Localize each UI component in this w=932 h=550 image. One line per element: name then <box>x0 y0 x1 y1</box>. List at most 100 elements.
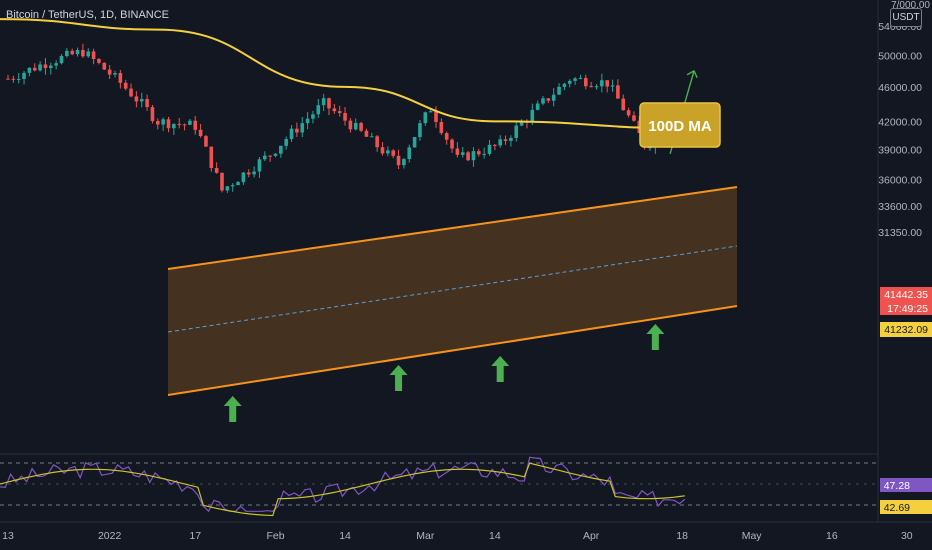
currency-unit-button[interactable]: USDT <box>890 8 922 27</box>
candle <box>300 117 305 138</box>
time-tick-label: Mar <box>416 530 435 542</box>
candle <box>316 99 321 118</box>
time-tick-label: May <box>742 530 763 542</box>
candle-body <box>530 109 535 122</box>
candle-body <box>75 50 80 55</box>
candle-body <box>460 152 465 155</box>
rsi-value-label: 47.28 <box>884 480 910 492</box>
chart-title: Bitcoin / TetherUS, 1D, BINANCE <box>6 9 170 21</box>
candle-body <box>263 155 267 160</box>
price-tick-label: 46000.00 <box>878 82 922 94</box>
candle <box>396 149 401 170</box>
candle <box>38 61 42 72</box>
candle <box>584 74 588 90</box>
candle <box>81 43 85 58</box>
candle-body <box>498 139 502 146</box>
candle <box>107 64 112 79</box>
candle <box>161 117 165 132</box>
projection-arrowhead <box>686 70 698 79</box>
candle <box>605 80 609 93</box>
candle <box>503 135 508 145</box>
candle <box>172 123 176 136</box>
price-axis: 64000.0059000.0054000.0050000.0046000.00… <box>878 21 922 239</box>
candle <box>204 134 208 147</box>
candle-body <box>348 120 353 130</box>
candle-body <box>22 72 26 79</box>
candle <box>594 84 599 90</box>
candle <box>65 47 69 58</box>
candle-body <box>380 147 385 154</box>
candle-body <box>81 50 85 57</box>
candle <box>32 63 37 72</box>
candle <box>27 67 32 77</box>
candle-body <box>145 99 149 108</box>
candle <box>284 136 288 150</box>
candle-body <box>236 182 240 186</box>
candle-body <box>391 150 395 156</box>
candle <box>70 48 74 56</box>
candle-body <box>343 113 347 121</box>
candle <box>402 157 406 169</box>
green-up-arrow <box>389 365 408 391</box>
candle <box>268 155 272 162</box>
candle <box>412 136 417 148</box>
candle <box>150 104 155 124</box>
candle <box>16 73 21 84</box>
time-tick-label: 14 <box>339 530 351 542</box>
time-tick-label: 17 <box>189 530 201 542</box>
candle-body <box>316 105 321 115</box>
time-tick-label: Feb <box>266 530 284 542</box>
candle <box>439 118 444 135</box>
candle-body <box>541 98 545 104</box>
candle-body <box>514 125 519 138</box>
candle <box>6 74 10 80</box>
candle <box>327 97 331 116</box>
candle-body <box>578 78 583 80</box>
callout-label: 100D MA <box>648 118 712 135</box>
candle-body <box>402 159 406 166</box>
candle-body <box>562 83 567 87</box>
candle <box>188 118 192 126</box>
candle <box>375 135 379 152</box>
candle <box>145 94 149 111</box>
rsi-value-tags: 47.28 42.69 <box>880 478 932 514</box>
candle-body <box>423 112 428 124</box>
candle <box>364 128 369 137</box>
candle-body <box>471 151 476 161</box>
candle-body <box>43 64 48 69</box>
green-up-arrow <box>491 356 510 382</box>
candle <box>482 147 486 159</box>
candle-body <box>161 119 165 125</box>
candle <box>220 172 224 193</box>
candle-body <box>332 108 337 112</box>
candle-body <box>193 120 198 130</box>
candle-body <box>279 145 283 154</box>
candle-body <box>214 168 219 173</box>
candle <box>386 146 390 157</box>
candle-body <box>139 99 144 102</box>
candle <box>407 144 412 163</box>
candle <box>434 106 438 128</box>
candle <box>91 48 96 65</box>
green-up-arrow <box>646 324 665 350</box>
time-tick-label: 14 <box>489 530 501 542</box>
candle <box>134 91 139 108</box>
candle <box>423 111 428 126</box>
candle <box>49 62 53 75</box>
candle-body <box>573 78 577 81</box>
candle-body <box>386 150 390 154</box>
candle-body <box>188 120 192 125</box>
candle <box>263 151 267 162</box>
candle-body <box>626 110 631 116</box>
candle-body <box>198 129 203 137</box>
price-tick-label: 31350.00 <box>878 227 922 239</box>
candle-body <box>150 107 155 122</box>
candle <box>139 92 144 108</box>
time-tick-label: 13 <box>2 530 14 542</box>
candle <box>525 119 529 129</box>
candle-body <box>535 103 540 110</box>
candle <box>546 97 551 104</box>
candle <box>444 131 449 145</box>
candle-body <box>305 118 310 124</box>
